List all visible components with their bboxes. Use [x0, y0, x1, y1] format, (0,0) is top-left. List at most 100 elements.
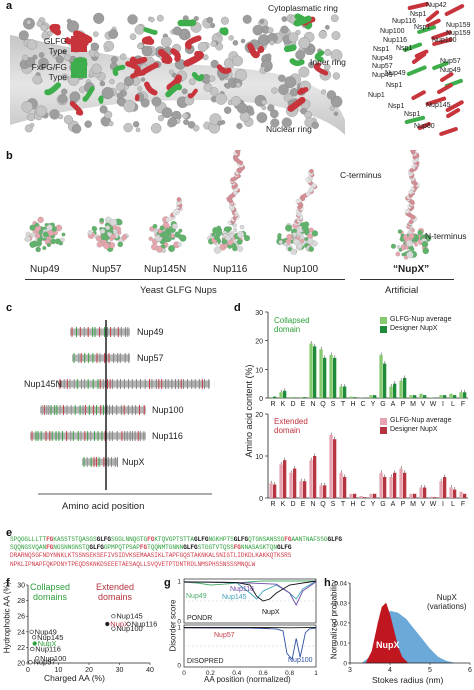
collapsed-bead — [398, 229, 402, 233]
pore-blob — [264, 68, 268, 72]
c-row-label-nup57: Nup57 — [137, 353, 164, 363]
d-x-tick-label: R — [270, 401, 275, 408]
collapsed-bead — [118, 242, 123, 247]
d-bar — [303, 481, 306, 498]
glfg-strand — [53, 27, 58, 32]
ring-label-cytoplasmatic: Cytoplasmatic ring — [268, 3, 338, 13]
pore-blob — [67, 19, 71, 23]
pore-blob — [257, 112, 267, 122]
pore-blob — [290, 88, 298, 96]
collapsed-bead — [285, 225, 292, 232]
collapsed-bead — [423, 248, 429, 254]
glfg-motif: GLFG — [234, 536, 248, 543]
pore-blob — [70, 92, 80, 102]
pore-blob — [157, 15, 164, 22]
h-x-axis-label: Stokes radius (nm) — [372, 675, 443, 685]
d-x-tick-label: M — [410, 401, 416, 408]
glfg-strand — [428, 12, 437, 20]
h-x-tick-label: 3 — [348, 667, 352, 674]
yeast-group-line — [25, 279, 345, 280]
collapsed-bead — [291, 249, 297, 255]
collapsed-bead — [224, 244, 228, 248]
pore-blob — [321, 89, 326, 94]
pore-blob — [162, 107, 172, 117]
f-y-tick-label: 20 — [17, 661, 25, 668]
collapsed-bead — [122, 236, 127, 241]
collapsed-bead — [284, 242, 288, 246]
glfg-motif: GLFG — [194, 536, 208, 543]
d-bar — [373, 494, 376, 498]
collapsed-bead — [171, 234, 175, 238]
collapsed-bead — [300, 239, 304, 243]
collapsed-bead — [30, 241, 36, 247]
f-x-tick-label: 0 — [26, 667, 30, 674]
nup-map-label: Nup100 — [380, 28, 405, 35]
legend-label-glfg-avg-top: GLFG-Nup average — [390, 316, 451, 323]
nup-map-label: Nup57 — [372, 63, 393, 70]
collapsed-segment: KTQVGPTSTTA — [154, 536, 194, 543]
artificial-group-line — [360, 279, 454, 280]
pore-blob — [91, 64, 101, 74]
c-row-label-nup145n: Nup145N — [24, 379, 62, 389]
d-y-tick-label: 20 — [255, 339, 263, 346]
collapsed-bead — [232, 243, 237, 248]
pore-blob — [102, 87, 114, 99]
nup-map-label: Nup49 — [440, 67, 461, 74]
fg-or-extended-segment: DRARNQSGFNDYNNKLKTSSNSEKSEFIVSIDVKSEMAAS… — [10, 552, 291, 559]
d-bar — [309, 460, 312, 498]
d-x-tick-label: L — [451, 501, 455, 508]
d-y-axis-label: Amino acid content (%) — [244, 356, 254, 466]
pore-blob — [298, 37, 309, 48]
pore-blob — [304, 111, 311, 118]
collapsed-bead — [178, 234, 183, 239]
pore-blob — [243, 15, 252, 24]
pore-blob — [269, 40, 274, 45]
d-bar — [413, 395, 416, 398]
d-x-tick-label: G — [380, 401, 385, 408]
d-y-tick-label: 0 — [259, 396, 263, 403]
pore-blob — [135, 25, 144, 34]
pore-blob — [271, 88, 277, 94]
pore-blob — [22, 101, 33, 112]
nup-map-label: Nup116 — [383, 37, 407, 44]
d-x-tick-label: E — [301, 501, 306, 508]
collapsed-bead — [47, 243, 51, 247]
pore-blob — [137, 86, 142, 91]
d-bar — [439, 481, 442, 498]
d-bar — [459, 492, 462, 498]
collapsed-bead — [402, 253, 405, 256]
g-series-label: Nup145 — [222, 594, 247, 601]
glfg-motif: GLFG — [183, 544, 197, 551]
d-bar — [299, 481, 302, 498]
pore-blob — [210, 23, 215, 28]
legend-swatch-glfg-avg-bottom — [380, 418, 387, 425]
pore-blob — [232, 56, 242, 66]
d-top-title: Collapsed domain — [274, 316, 334, 334]
d-bar — [293, 397, 296, 398]
extended-bead — [177, 197, 181, 201]
f-point — [29, 660, 33, 664]
collapsed-segment: NGKHPTS — [208, 536, 233, 543]
pore-blob — [262, 105, 267, 110]
legend-label-glfg-avg-bottom: GLFG-Nup average — [390, 417, 451, 424]
ring-label-inner: Inner ring — [310, 57, 346, 67]
d-bar — [409, 395, 412, 398]
struct-label-nupx: “NupX” — [393, 264, 429, 275]
pore-blob — [161, 37, 171, 47]
g-y-tick-label: 1 — [177, 579, 181, 586]
collapsed-segment: SPQGGLLLTT — [10, 536, 46, 543]
d-x-tick-label: W — [430, 501, 437, 508]
pore-blob — [182, 89, 188, 95]
d-bar — [339, 387, 342, 398]
g-y-tick-label: 0 — [177, 663, 181, 670]
collapsed-bead — [279, 240, 283, 244]
legend-glfg-swatch — [71, 36, 87, 52]
collapsed-bead — [287, 234, 293, 240]
pore-blob — [183, 119, 188, 124]
d-bar — [313, 456, 316, 498]
d-x-tick-label: K — [281, 401, 286, 408]
d-bottom-title: Extended domain — [274, 417, 334, 435]
f-y-tick-label: 28 — [17, 598, 25, 605]
nup-map-label: Nup49 — [372, 55, 393, 62]
